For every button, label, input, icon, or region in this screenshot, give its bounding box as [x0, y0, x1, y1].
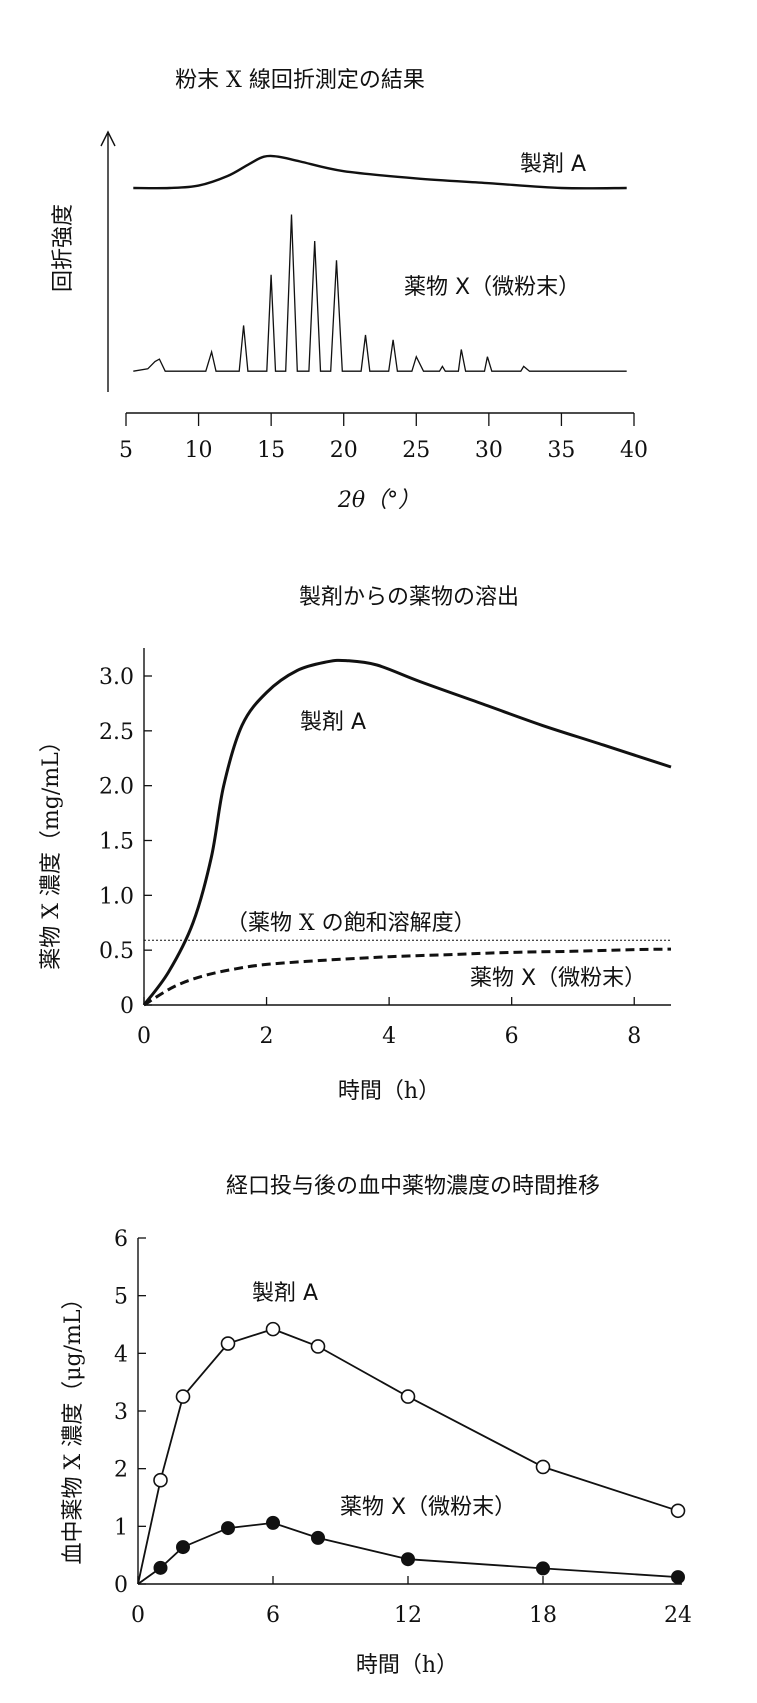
- plasma-points-drug-x: [153, 1515, 685, 1585]
- plasma-point-formulation-a: [400, 1389, 416, 1404]
- plasma-point-drug-x: [153, 1560, 168, 1575]
- xrd-chart: 粉末 X 線回折測定の結果 回折強度 5 10 15 20 25 30 35 40 製剤 A …: [51, 68, 648, 513]
- plasma-chart: 経口投与後の血中薬物濃度の時間推移 血中薬物 X 濃度（μg/mL） 01234…: [61, 1174, 692, 1678]
- xrd-title: 粉末 X 線回折測定の結果: [175, 68, 425, 93]
- xrd-x-tick-label: 25: [402, 438, 430, 463]
- dissolution-x-axis-label: 時間（h）: [338, 1079, 440, 1104]
- dissolution-x-ticks: 0 2 4 6 8: [137, 997, 641, 1049]
- dissolution-y-tick-label: 2.0: [99, 775, 134, 800]
- plasma-x-tick-label: 18: [529, 1603, 557, 1628]
- saturation-solubility-label: （薬物 X の飽和溶解度）: [226, 911, 476, 936]
- plasma-point-formulation-a: [175, 1389, 191, 1404]
- dissolution-label-formulation-a: 製剤 A: [300, 710, 366, 735]
- dissolution-y-ticks: 0 0.5 1.0 1.5 2.0 2.5 3.0: [99, 665, 152, 1019]
- plasma-label-formulation-a: 製剤 A: [252, 1281, 318, 1306]
- plasma-y-axis-label: 血中薬物 X 濃度（μg/mL）: [61, 1288, 86, 1565]
- plasma-point-formulation-a: [310, 1339, 326, 1354]
- plasma-point-formulation-a: [153, 1472, 168, 1488]
- xrd-x-tick-label: 35: [547, 438, 575, 463]
- plasma-x-tick-label: 12: [394, 1603, 422, 1628]
- plasma-y-ticks: 0 1 2 3 4 5 6: [114, 1227, 146, 1598]
- dissolution-y-axis-label: 薬物 X 濃度（mg/mL）: [39, 730, 64, 969]
- plasma-point-drug-x: [401, 1552, 415, 1567]
- xrd-y-axis-label: 回折強度: [51, 204, 76, 292]
- plasma-y-tick-label: 1: [114, 1515, 128, 1540]
- dissolution-y-tick-label: 0: [120, 994, 134, 1019]
- plasma-point-drug-x: [176, 1540, 190, 1555]
- plasma-point-formulation-a: [265, 1321, 281, 1337]
- plasma-point-drug-x: [536, 1561, 550, 1576]
- dissolution-x-tick-label: 8: [627, 1024, 641, 1049]
- dissolution-y-tick-label: 3.0: [99, 665, 134, 690]
- dissolution-series-formulation-a: [142, 658, 672, 1006]
- dissolution-x-tick-label: 0: [137, 1024, 151, 1049]
- plasma-point-drug-x: [266, 1515, 280, 1530]
- xrd-x-tick-label: 30: [475, 438, 503, 463]
- xrd-y-axis-arrowhead: [100, 130, 116, 147]
- plasma-title: 経口投与後の血中薬物濃度の時間推移: [226, 1174, 600, 1199]
- xrd-label-formulation-a: 製剤 A: [520, 152, 586, 177]
- plasma-label-drug-x: 薬物 X（微粉末）: [340, 1495, 516, 1520]
- plasma-y-tick-label: 0: [114, 1573, 128, 1598]
- plasma-point-formulation-a: [670, 1503, 686, 1519]
- plasma-x-tick-label: 24: [664, 1603, 692, 1628]
- dissolution-chart: 製剤からの薬物の溶出 薬物 X 濃度（mg/mL） 0 0.5 1.0 1.5 2.0 2…: [39, 585, 672, 1104]
- plasma-point-drug-x: [221, 1521, 235, 1536]
- plasma-y-tick-label: 6: [114, 1227, 128, 1252]
- dissolution-y-tick-label: 0.5: [99, 939, 134, 964]
- plasma-point-drug-x: [311, 1530, 325, 1545]
- plasma-x-tick-label: 6: [266, 1603, 280, 1628]
- dissolution-y-tick-label: 1.5: [99, 830, 134, 855]
- plasma-y-tick-label: 3: [114, 1400, 128, 1425]
- dissolution-x-tick-label: 6: [505, 1024, 519, 1049]
- xrd-x-axis-label: 2θ（°）: [337, 488, 420, 513]
- plasma-y-tick-label: 4: [114, 1342, 128, 1367]
- xrd-x-ticks: 5 10 15 20 25 30 35 40: [119, 413, 648, 463]
- dissolution-x-tick-label: 4: [382, 1024, 396, 1049]
- xrd-x-tick-label: 40: [620, 438, 648, 463]
- xrd-series-drug-x: [133, 214, 627, 372]
- plasma-point-drug-x: [671, 1570, 685, 1585]
- xrd-series-formulation-a: [133, 154, 627, 190]
- dissolution-x-tick-label: 2: [260, 1024, 274, 1049]
- xrd-x-tick-label: 10: [185, 438, 213, 463]
- dissolution-series-drug-x: [143, 947, 672, 1007]
- plasma-points-formulation-a: [153, 1321, 686, 1519]
- dissolution-title: 製剤からの薬物の溶出: [299, 585, 519, 610]
- dissolution-y-tick-label: 2.5: [99, 720, 134, 745]
- xrd-x-tick-label: 15: [257, 438, 285, 463]
- plasma-x-ticks: 0 6 12 18 24: [131, 1576, 692, 1628]
- plasma-series-formulation-a: [137, 1328, 679, 1585]
- plasma-point-formulation-a: [220, 1336, 236, 1351]
- plasma-x-axis-label: 時間（h）: [356, 1653, 458, 1678]
- xrd-label-drug-x: 薬物 X（微粉末）: [404, 275, 580, 300]
- xrd-x-tick-label: 20: [330, 438, 358, 463]
- dissolution-y-tick-label: 1.0: [99, 884, 134, 909]
- plasma-x-tick-label: 0: [131, 1603, 145, 1628]
- plasma-y-tick-label: 2: [114, 1458, 128, 1483]
- plasma-y-tick-label: 5: [114, 1285, 128, 1310]
- xrd-x-tick-label: 5: [119, 438, 133, 463]
- plasma-point-formulation-a: [535, 1459, 551, 1475]
- dissolution-label-drug-x: 薬物 X（微粉末）: [470, 966, 646, 991]
